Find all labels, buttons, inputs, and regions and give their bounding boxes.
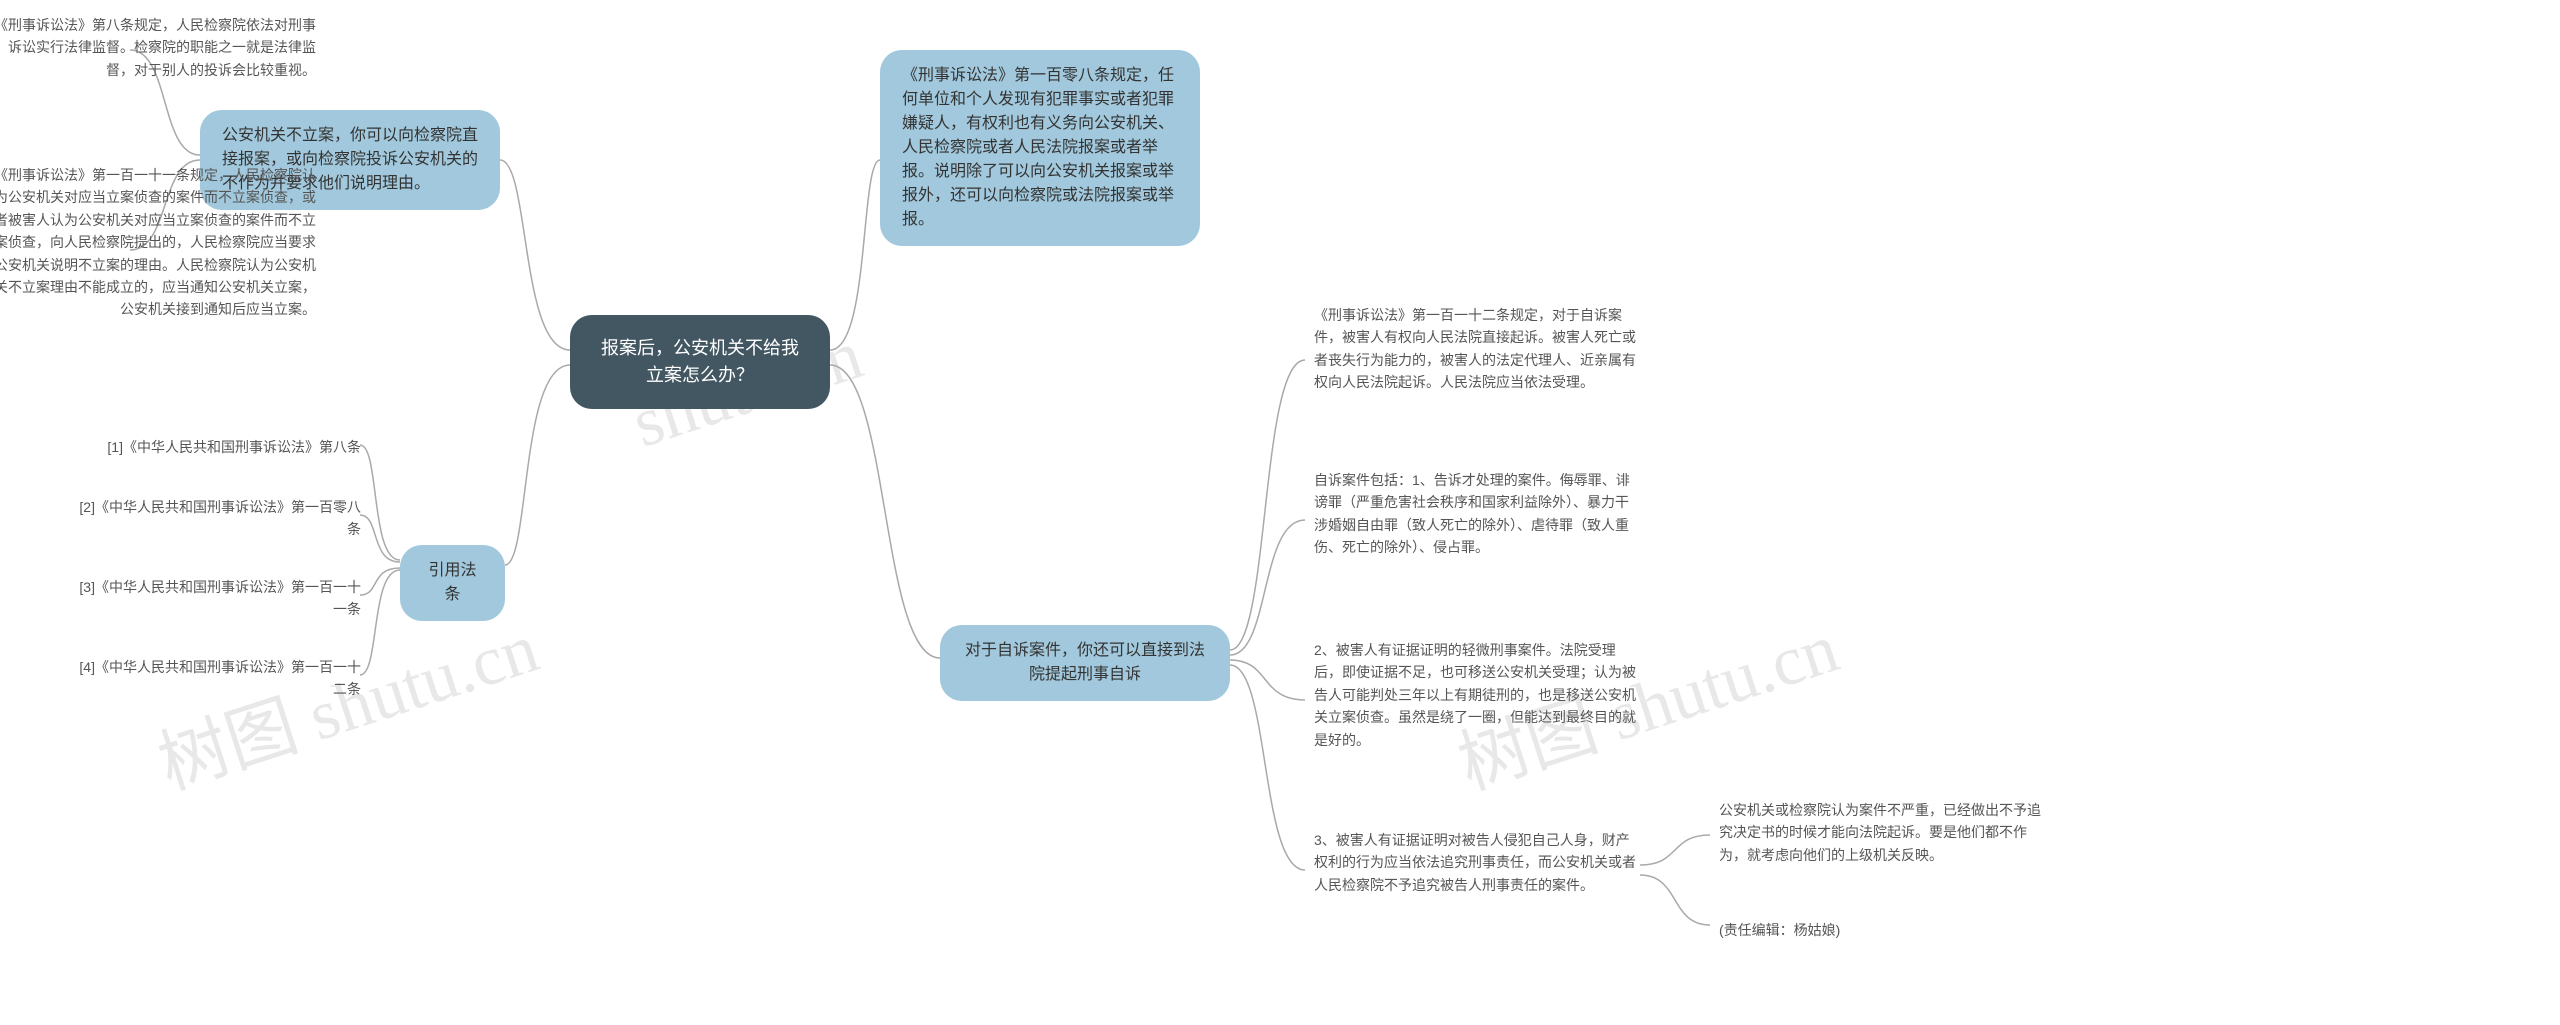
leaf-article8: 《刑事诉讼法》第八条规定，人民检察院依法对刑事诉讼实行法律监督。检察院的职能之一… xyxy=(0,10,320,85)
branch-citations[interactable]: 引用法条 xyxy=(400,545,505,621)
leaf-article111: 《刑事诉讼法》第一百一十一条规定，人民检察院认为公安机关对应当立案侦查的案件而不… xyxy=(0,160,320,325)
leaf-cite-3: [3]《中华人民共和国刑事诉讼法》第一百一十一条 xyxy=(75,572,365,625)
leaf-superior: 公安机关或检察院认为案件不严重，已经做出不予追究决定书的时候才能向法院起诉。要是… xyxy=(1715,795,2045,870)
branch-article108[interactable]: 《刑事诉讼法》第一百零八条规定，任何单位和个人发现有犯罪事实或者犯罪嫌疑人，有权… xyxy=(880,50,1200,246)
leaf-cite-2: [2]《中华人民共和国刑事诉讼法》第一百零八条 xyxy=(75,492,365,545)
root-node[interactable]: 报案后，公安机关不给我立案怎么办？ xyxy=(570,315,830,409)
leaf-cite-4: [4]《中华人民共和国刑事诉讼法》第一百一十二条 xyxy=(75,652,365,705)
leaf-victim-evidence: 3、被害人有证据证明对被告人侵犯自己人身，财产权利的行为应当依法追究刑事责任，而… xyxy=(1310,825,1640,900)
leaf-article112: 《刑事诉讼法》第一百一十二条规定，对于自诉案件，被害人有权向人民法院直接起诉。被… xyxy=(1310,300,1640,398)
leaf-private-cases: 自诉案件包括：1、告诉才处理的案件。侮辱罪、诽谤罪（严重危害社会秩序和国家利益除… xyxy=(1310,465,1640,563)
leaf-minor-criminal: 2、被害人有证据证明的轻微刑事案件。法院受理后，即使证据不足，也可移送公安机关受… xyxy=(1310,635,1640,755)
leaf-editor: (责任编辑：杨姑娘) xyxy=(1715,915,1915,945)
branch-private-prosecution[interactable]: 对于自诉案件，你还可以直接到法院提起刑事自诉 xyxy=(940,625,1230,701)
leaf-cite-1: [1]《中华人民共和国刑事诉讼法》第八条 xyxy=(75,432,365,462)
